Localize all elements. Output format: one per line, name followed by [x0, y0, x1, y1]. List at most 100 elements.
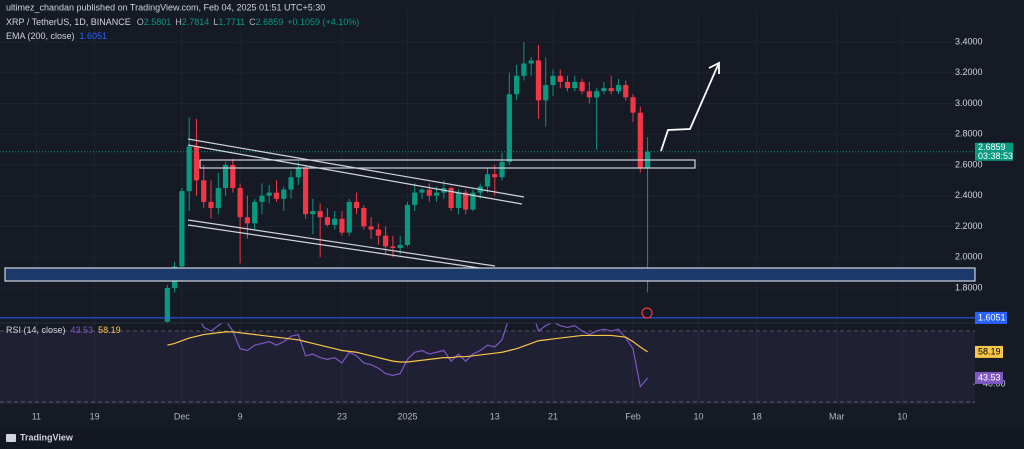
candle-body — [404, 204, 411, 245]
y-tick-label: 2.8000 — [955, 129, 983, 139]
countdown-label: 03:38:53 — [978, 151, 1013, 161]
channel-line — [187, 144, 523, 205]
brand-logo — [6, 434, 16, 442]
candle-body — [564, 81, 571, 89]
candle-body — [368, 226, 374, 230]
y-tick-label: 3.4000 — [955, 36, 983, 46]
candle-body — [201, 180, 207, 202]
y-tick-label: 1.8000 — [955, 282, 983, 292]
candle-body — [324, 217, 331, 225]
candle-body — [492, 174, 498, 178]
candle-body — [463, 192, 469, 210]
candle-body — [601, 88, 607, 92]
x-tick-label: 10 — [897, 411, 907, 421]
candle-body — [346, 201, 352, 233]
x-tick-label: 18 — [752, 411, 762, 421]
rsi-panel — [0, 323, 975, 403]
y-tick-label: 2.2000 — [955, 221, 983, 231]
candle-body — [259, 195, 265, 202]
x-tick-label: Mar — [829, 411, 845, 421]
projection-arrow — [660, 64, 719, 152]
candle-body — [426, 189, 432, 196]
x-tick-label: 23 — [337, 411, 347, 421]
l-label: L — [213, 17, 218, 27]
resistance-zone — [199, 159, 696, 169]
change: +0.1059 (+4.10%) — [287, 17, 359, 27]
candle-body — [506, 94, 512, 162]
candle-body — [252, 201, 258, 224]
ema-badge — [975, 311, 1007, 324]
publisher: ultimez_chandan published on TradingView… — [6, 2, 325, 12]
candle-body — [193, 146, 200, 181]
candle-body — [383, 235, 389, 247]
candle-body — [455, 192, 461, 209]
rsi-badge — [975, 345, 1003, 358]
candle-body — [623, 85, 629, 98]
candle-body — [594, 91, 600, 98]
o-label: O — [137, 17, 144, 27]
candle-body — [302, 168, 309, 215]
candle-body — [514, 75, 520, 95]
candle-body — [433, 192, 440, 196]
rsi-legend: RSI (14, close) 43.53 58.19 — [6, 325, 121, 335]
candle-body — [310, 211, 316, 215]
ema-label: EMA (200, close) — [6, 31, 75, 41]
ohlc-legend: XRP / TetherUS, 1D, BINANCE O2.5801 H2.781… — [6, 17, 359, 27]
candle-body — [339, 218, 345, 233]
candle-body — [572, 81, 578, 89]
drawings — [4, 61, 976, 319]
candle-body — [266, 192, 272, 196]
candle-body — [244, 217, 250, 224]
candle-body — [630, 97, 636, 113]
candle-body — [179, 191, 185, 267]
rsi-badge-label: 58.19 — [978, 346, 1001, 356]
candle-body — [237, 188, 243, 218]
l-value: 1.7711 — [218, 17, 245, 27]
x-tick-label: 19 — [90, 411, 100, 421]
y-tick-label: 2.4000 — [955, 190, 983, 200]
x-tick-label: 10 — [693, 411, 703, 421]
o-value: 2.5801 — [144, 17, 172, 27]
candle-body — [353, 201, 360, 209]
candle-body — [361, 208, 367, 227]
candle-body — [295, 168, 301, 178]
candle-body — [521, 63, 527, 76]
candle-body — [528, 60, 534, 64]
price-panel — [0, 41, 975, 323]
rsi-ma-value: 58.19 — [98, 325, 121, 335]
y-tick-label: 3.0000 — [955, 98, 983, 108]
x-tick-label: 9 — [238, 411, 243, 421]
ema-value: 1.6051 — [80, 31, 108, 41]
support-zone — [4, 267, 976, 282]
event-icon — [641, 307, 653, 319]
brand: TradingView — [20, 432, 74, 442]
h-label: H — [175, 17, 182, 27]
candle-body — [222, 164, 229, 189]
candle-body — [579, 81, 585, 92]
candle-body — [375, 229, 381, 236]
candle-body — [397, 244, 403, 248]
candle-body — [412, 192, 418, 205]
rsi-band-fill — [0, 330, 975, 402]
last-price-label: 2.6859 — [978, 142, 1006, 152]
rsi-label: RSI (14, close) — [6, 325, 66, 335]
candle-body — [608, 88, 614, 92]
h-value: 2.7814 — [182, 17, 210, 27]
axes: 11 19 Dec 9 23 2025 13 21 Feb 10 18 Mar 10 1.8000 2.00… — [32, 36, 1013, 421]
candle-body — [186, 146, 192, 192]
candle-body — [586, 91, 592, 98]
symbol: XRP / TetherUS, 1D, BINANCE — [6, 17, 131, 27]
arrow-head — [708, 61, 720, 74]
ema-badge-label: 1.6051 — [978, 312, 1006, 322]
candle-body — [557, 75, 563, 82]
y-tick-label: 3.2000 — [955, 67, 983, 77]
candle-body — [615, 85, 622, 92]
footer-bar — [0, 428, 1024, 449]
channel-line — [187, 219, 496, 267]
x-tick-label: Feb — [625, 411, 641, 421]
candle-body — [390, 246, 396, 248]
candle-body — [470, 192, 476, 210]
candle-body — [484, 174, 491, 187]
x-tick-label: 13 — [490, 411, 500, 421]
